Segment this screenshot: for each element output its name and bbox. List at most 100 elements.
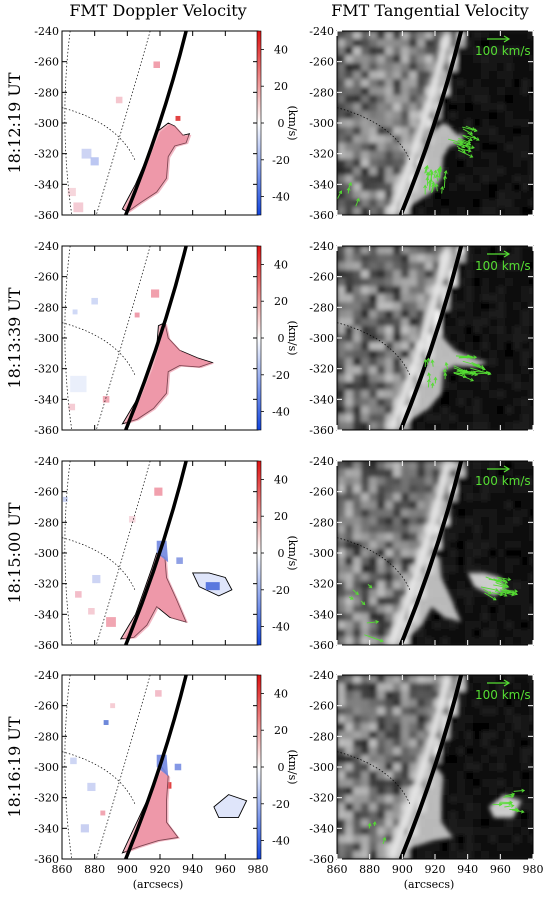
doppler-feature [151, 289, 160, 298]
y-tick-label: -280 [34, 86, 59, 99]
colorbar: 40 20 0 -20 -40 (km/s) [256, 460, 299, 646]
y-tick-label: -360 [309, 424, 334, 437]
x-tick-label: 880 [84, 863, 105, 876]
coordinate-grid-line [337, 322, 411, 377]
y-tick-label: -240 [34, 669, 59, 682]
y-tick-label: -280 [309, 730, 334, 743]
bright-limb-band [386, 461, 453, 645]
velocity-vector [500, 591, 515, 596]
doppler-feature [68, 403, 76, 411]
coordinate-grid-line [337, 751, 411, 806]
velocity-vector [472, 364, 486, 370]
tangential-panel: 100 km/s -240 -260 -280 -300 -320 -340 -360 [309, 455, 534, 652]
doppler-feature [176, 557, 183, 564]
doppler-feature [91, 297, 98, 305]
right-column-title: FMT Tangential Velocity [331, 1, 529, 20]
velocity-vector [352, 589, 359, 595]
velocity-vector [430, 172, 433, 180]
x-tick-label: 940 [457, 863, 478, 876]
y-tick-label: -280 [34, 730, 59, 743]
coordinate-grid-line [62, 107, 136, 162]
y-tick-label: -240 [309, 25, 334, 38]
velocity-vector [347, 187, 350, 194]
velocity-vector [382, 837, 386, 845]
jet-emission [397, 123, 465, 212]
velocity-vectors [423, 354, 492, 389]
doppler-feature [154, 487, 163, 496]
x-tick-label: 900 [117, 863, 138, 876]
velocity-vectors [348, 576, 519, 643]
y-tick-label: -320 [309, 792, 334, 805]
velocity-vector [503, 795, 514, 798]
velocity-vector [435, 174, 439, 182]
x-tick-label: 980 [523, 863, 544, 876]
velocity-vector [501, 591, 515, 594]
x-tick-label: 920 [425, 863, 446, 876]
colorbar: 40 20 0 -20 -40 (km/s) [256, 245, 299, 431]
y-tick-label: -320 [34, 363, 59, 376]
velocity-vector [462, 134, 477, 139]
velocity-vector [366, 621, 379, 624]
colorbar-label: (km/s) [286, 105, 299, 140]
y-tick-label: -320 [309, 148, 334, 161]
doppler-feature [90, 157, 99, 166]
y-tick-label: -240 [309, 669, 334, 682]
y-tick-label: -280 [34, 301, 59, 314]
y-tick-label: -300 [34, 761, 59, 774]
y-tick-label: -360 [34, 209, 59, 222]
doppler-feature [155, 690, 162, 697]
doppler-feature [103, 720, 109, 725]
solar-limb [398, 31, 464, 215]
y-tick-label: -360 [309, 639, 334, 652]
colorbar-tick-label: 40 [274, 258, 288, 271]
x-tick-label: 860 [327, 863, 348, 876]
doppler-feature [70, 375, 87, 393]
jet-core [124, 768, 180, 854]
velocity-vector [465, 125, 475, 131]
velocity-vector [435, 184, 438, 192]
colorbar-label: (km/s) [286, 535, 299, 570]
jet-core [124, 323, 215, 425]
colorbar-tick-label: -20 [272, 369, 290, 382]
velocity-vector [427, 379, 430, 388]
y-tick-label: -320 [309, 578, 334, 591]
y-tick-label: -300 [34, 117, 59, 130]
doppler-feature [110, 703, 116, 709]
coordinate-grid-line [95, 675, 151, 859]
x-tick-label: 860 [52, 863, 73, 876]
x-tick-label: 960 [215, 863, 236, 876]
doppler-feature [75, 591, 82, 598]
jet-core [124, 124, 192, 213]
y-tick-label: -360 [34, 853, 59, 866]
bright-limb-band [386, 246, 453, 430]
solar-limb [398, 675, 464, 859]
y-tick-label: -280 [34, 516, 59, 529]
time-label: 18:12:19 UT [5, 72, 24, 173]
doppler-feature [88, 608, 95, 615]
scale-label: 100 km/s [475, 44, 531, 58]
velocity-vector [431, 360, 434, 367]
velocity-vector [458, 147, 472, 152]
y-tick-label: -260 [309, 271, 334, 284]
colorbar-tick-label: 20 [274, 295, 288, 308]
colorbar-tick-label: 0 [278, 332, 285, 345]
velocity-vector [460, 139, 471, 146]
velocity-vector [511, 809, 520, 812]
y-tick-label: -340 [309, 608, 334, 621]
colorbar-tick-label: -20 [272, 798, 290, 811]
x-axis-label-right: (arcsecs) [404, 878, 455, 891]
y-tick-label: -280 [309, 301, 334, 314]
coordinate-grid-line [62, 322, 136, 377]
time-label: 18:13:39 UT [5, 287, 24, 388]
colorbar-tick-label: 20 [274, 510, 288, 523]
coordinate-grid-line [337, 107, 411, 162]
tangential-panel: 100 km/s -240 -260 -280 -300 -320 -340 -360 [309, 240, 534, 437]
y-tick-label: -300 [309, 761, 334, 774]
y-tick-label: -320 [34, 578, 59, 591]
velocity-vector [496, 582, 509, 588]
solar-limb [124, 31, 188, 215]
scale-label: 100 km/s [475, 688, 531, 702]
y-tick-label: -340 [309, 178, 334, 191]
bright-limb-band [386, 31, 453, 215]
